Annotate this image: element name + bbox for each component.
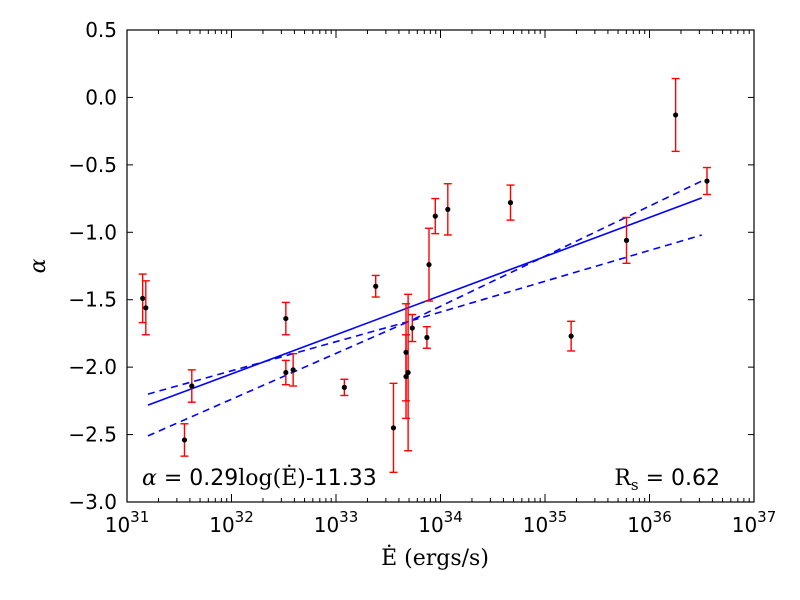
error-bars xyxy=(138,77,711,474)
data-point xyxy=(283,369,289,376)
y-tick-label: −2.0 xyxy=(68,355,117,379)
data-point xyxy=(283,315,289,322)
x-tick-exponent: 31 xyxy=(130,508,149,526)
data-point xyxy=(507,200,514,206)
fit-equation: α = 0.29log(Ė)-11.33 xyxy=(142,464,377,491)
data-point xyxy=(409,325,415,331)
data-points xyxy=(140,112,710,443)
x-tick-base: 10 xyxy=(418,513,443,537)
eq-alpha: α xyxy=(142,466,157,491)
rs-sub: s xyxy=(631,476,639,494)
x-tick-exponent: 35 xyxy=(548,508,567,526)
x-tick-base: 10 xyxy=(209,513,234,537)
data-point xyxy=(390,425,397,431)
x-tick-exponent: 37 xyxy=(757,508,776,526)
rs-label: R xyxy=(614,466,632,491)
x-tick-exponent: 33 xyxy=(339,508,358,526)
data-point xyxy=(290,367,296,373)
regression-fit xyxy=(147,180,703,437)
x-tick-exponent: 32 xyxy=(235,508,254,526)
data-point xyxy=(568,333,574,339)
x-tick-base: 10 xyxy=(105,513,130,537)
fit-line xyxy=(147,197,703,406)
data-point xyxy=(373,283,379,289)
x-tick-label: 1034 xyxy=(418,508,463,537)
y-tick-label: −1.5 xyxy=(68,288,117,312)
x-tick-labels: 1031 1032 1033 1034 1035 1036 1037 xyxy=(105,508,777,537)
data-point xyxy=(405,369,411,376)
x-tick-label: 1037 xyxy=(732,508,777,537)
x-tick-base: 10 xyxy=(732,513,757,537)
x-tick-exponent: 34 xyxy=(444,508,463,526)
data-point xyxy=(432,213,438,219)
plot-frame xyxy=(126,29,755,503)
data-point xyxy=(181,437,188,443)
x-tick-label: 1033 xyxy=(314,508,359,537)
x-tick-exponent: 36 xyxy=(653,508,672,526)
data-point xyxy=(424,334,430,341)
data-point xyxy=(445,206,451,212)
y-tick-label: 0.5 xyxy=(85,18,117,42)
y-tick-label: −1.0 xyxy=(68,220,117,244)
y-tick-label: −0.5 xyxy=(68,153,117,177)
y-tick-label: −2.5 xyxy=(68,423,117,447)
rs-equals: = xyxy=(639,466,671,491)
spearman-coefficient: Rs = 0.62 xyxy=(614,466,720,494)
data-point xyxy=(143,305,149,311)
data-point xyxy=(673,112,679,118)
x-axis-label: Ė (ergs/s) xyxy=(381,544,489,571)
eq-intercept: -11.33 xyxy=(306,466,377,491)
y-tick-label: 0.0 xyxy=(85,85,117,109)
eq-slope: 0.29 xyxy=(189,466,238,491)
data-point xyxy=(189,383,195,389)
data-point xyxy=(704,178,710,184)
x-tick-base: 10 xyxy=(314,513,339,537)
eq-equals: = xyxy=(157,466,189,491)
x-tick-base: 10 xyxy=(627,513,652,537)
data-point xyxy=(623,237,630,243)
data-point xyxy=(140,295,146,301)
confidence-band-upper xyxy=(147,180,703,395)
data-point xyxy=(341,384,347,390)
x-tick-label: 1032 xyxy=(209,508,254,537)
data-point xyxy=(403,349,409,355)
axis-ticks xyxy=(126,29,755,503)
data-point xyxy=(403,373,409,380)
eq-log: log(Ė) xyxy=(238,464,306,491)
confidence-band-lower xyxy=(147,234,703,437)
data-point xyxy=(426,262,432,268)
x-tick-base: 10 xyxy=(523,513,548,537)
x-tick-label: 1031 xyxy=(105,508,150,537)
y-tick-labels: 0.5 0.0 −0.5 −1.0 −1.5 −2.0 −2.5 −3.0 xyxy=(68,18,117,514)
x-tick-label: 1036 xyxy=(627,508,672,537)
x-tick-label: 1035 xyxy=(523,508,568,537)
y-tick-label: −3.0 xyxy=(68,490,117,514)
rs-value: 0.62 xyxy=(671,466,720,491)
y-axis-label: α xyxy=(26,258,51,273)
